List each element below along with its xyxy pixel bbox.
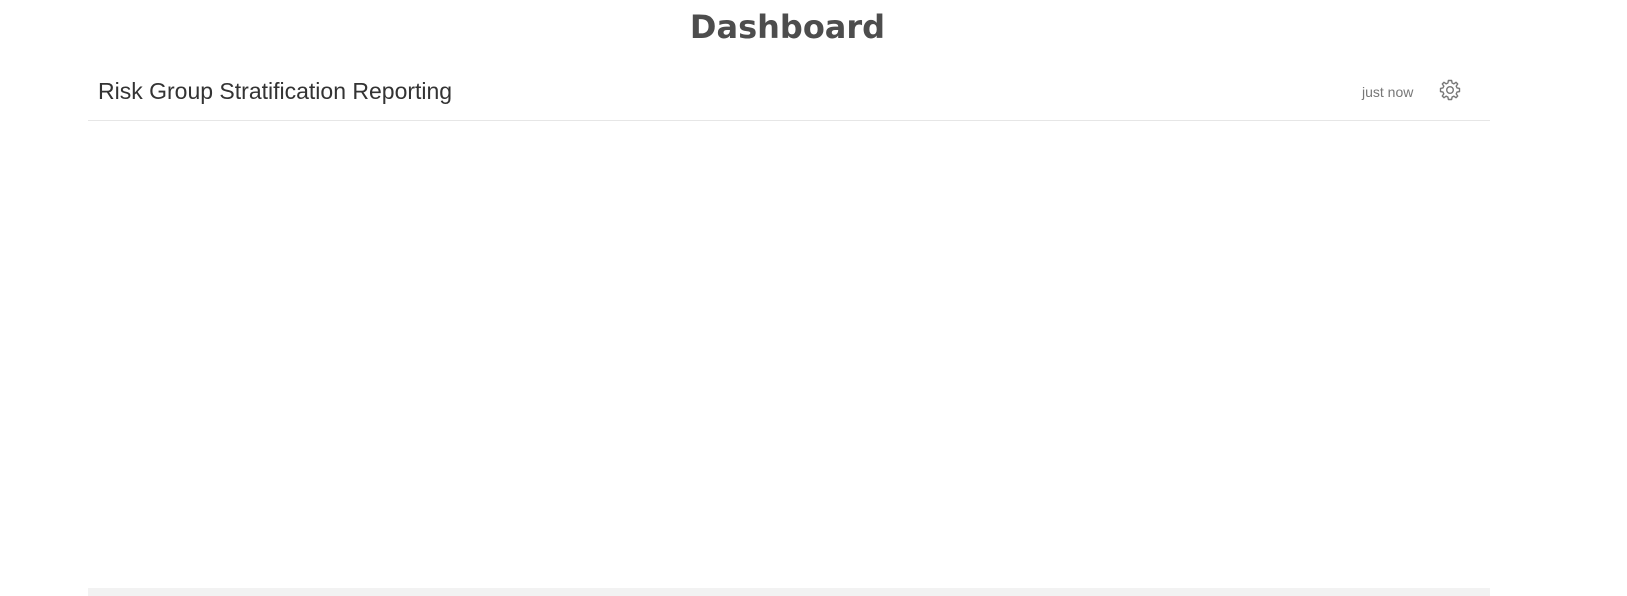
data-label: 8,803 [549,330,582,345]
y-tick-label: 10,000 [122,327,162,342]
data-label: 10,083 [272,314,312,329]
legend-marker[interactable] [756,530,768,542]
x-tick-label: GROUP-4 [772,472,831,487]
x-axis-label: Risk Group [765,493,830,508]
bar-group-7-row-total[interactable] [1371,444,1412,462]
y-axis-label: Total Patients [98,292,113,371]
bar-group-7-2013[interactable] [1291,452,1332,462]
x-tick-label: GROUP-6 [1126,472,1185,487]
legend-marker[interactable] [604,530,616,542]
data-label: 986 [1164,430,1186,445]
bar-group-2-row-total[interactable] [488,412,529,462]
bar-group-6-2012[interactable] [1075,447,1116,462]
data-label: 3,879 [493,393,526,408]
legend-marker[interactable] [832,530,844,542]
data-label: 1,383 [1375,425,1408,440]
bar-group-2-2012[interactable] [368,444,409,462]
bar-group-2-2013[interactable] [408,442,449,462]
data-label: 18,273 [666,208,706,223]
y-tick-label: 15,000 [122,262,162,277]
legend-marker[interactable] [680,530,692,542]
bar-group-5-row-total[interactable] [1018,390,1059,462]
bar-group-6-2014[interactable] [1155,449,1196,462]
bar-group-3-2014[interactable] [625,353,666,462]
data-label: 13,509 [842,270,882,285]
data-label: 1,502 [413,424,446,439]
data-label: 9,994 [236,315,269,330]
data-label: 5,571 [1022,371,1055,386]
data-label: 1,381 [373,425,406,440]
data-label: 687 [1261,434,1283,449]
bar-group-3-2012[interactable] [545,348,586,462]
bar-group-4-2012[interactable] [722,382,762,462]
y-tick-label: 0 [155,455,162,470]
bar-group-7-2012[interactable] [1251,453,1292,462]
data-label: 565 [1341,436,1363,451]
bar-group-6-2013[interactable] [1115,446,1156,462]
data-label: 8,453 [629,334,662,349]
data-label: 6,227 [726,363,759,378]
bar-group-4-2014[interactable] [802,385,842,462]
data-label: 20,640 [312,178,352,193]
x-tick-label: GROUP-1 [243,472,302,487]
bar-group-1-row-total[interactable] [312,197,353,463]
bar-group-2-2014[interactable] [448,443,489,462]
bar-group-1-2012[interactable] [192,335,233,462]
data-label: 2,576 [942,410,975,425]
data-label: 8,877 [589,329,622,344]
gear-icon[interactable] [1438,78,1462,102]
bar-group-1-2013[interactable] [232,333,273,462]
data-label: 2,293 [982,414,1015,429]
y-tick-label: 5,000 [129,391,162,406]
bar-group-3-2013[interactable] [585,348,626,462]
bar-group-5-2013[interactable] [938,428,979,462]
x-tick-label: GROUP-5 [949,472,1008,487]
legend-label: 2014 [776,528,807,544]
data-label: 2,483 [902,411,935,426]
chart-title: Risk Group Stratification - 'Total Patie… [511,138,1006,163]
bar-group-6-row-total[interactable] [1195,428,1236,462]
data-label: 1,136 [1079,428,1112,443]
data-label: 1,416 [453,425,486,440]
data-label: 706 [1301,434,1323,449]
legend-label: Row Total [852,528,913,544]
y-tick-label: 20,000 [122,198,162,213]
x-tick-label: GROUP-7 [1302,472,1361,487]
bar-group-4-2013[interactable] [762,379,802,462]
data-label: 2,619 [1199,409,1232,424]
data-label: 9,862 [196,316,229,331]
data-label: 6,404 [766,361,799,376]
legend-label: 2012 [624,528,655,544]
bar-group-3-row-total[interactable] [665,227,706,462]
bar-group-5-2014[interactable] [978,432,1019,462]
data-label: 5,975 [806,366,839,381]
page-title: Dashboard [689,8,886,46]
bar-group-1-2014[interactable] [272,332,313,462]
x-tick-label: GROUP-2 [419,472,478,487]
x-tick-label: GROUP-3 [596,472,655,487]
data-label: 1,208 [1119,427,1152,442]
legend-label: 2013 [700,528,731,544]
bar-group-5-2012[interactable] [898,430,939,462]
bar-group-4-row-total[interactable] [842,288,882,462]
bar-group-7-2014[interactable] [1331,454,1372,462]
